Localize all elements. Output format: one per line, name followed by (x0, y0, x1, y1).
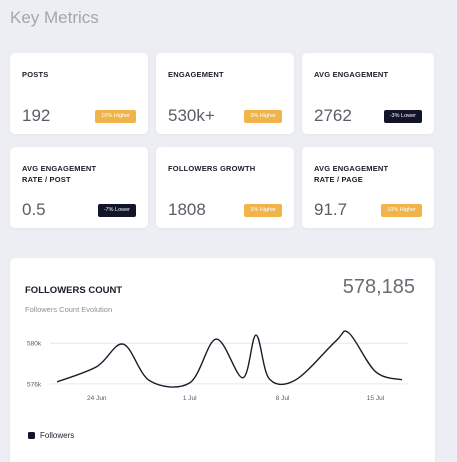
status-badge: 10% Higher (95, 110, 136, 123)
x-tick-label: 1 Jul (183, 395, 197, 402)
x-tick-label: 8 Jul (276, 395, 290, 402)
chart-subtitle: Followers Count Evolution (25, 305, 113, 314)
metric-value: 530k+ (168, 106, 215, 125)
status-badge: -7% Lower (97, 204, 136, 217)
chart-title: FOLLOWERS COUNT (25, 285, 123, 296)
metric-value: 2762 (314, 106, 352, 125)
x-tick-label: 24 Jun (87, 395, 107, 402)
x-tick-label: 15 Jul (367, 395, 385, 402)
y-tick-label: 576k (27, 381, 42, 388)
metric-value: 91.7 (314, 200, 348, 219)
followers-line-chart: 580k 576k 24 Jun 1 Jul 8 Jul 15 Jul (27, 330, 408, 402)
metric-value: 1808 (168, 200, 206, 219)
metric-label: AVG ENGAGEMENT RATE / PAGE (314, 164, 389, 184)
status-badge: -3% Lower (383, 110, 422, 123)
series-line-followers (56, 330, 403, 388)
metric-card-avg-engagement: AVG ENGAGEMENT 2762 -3% Lower (302, 53, 434, 134)
metric-label: AVG ENGAGEMENT (314, 70, 389, 79)
followers-count-card: FOLLOWERS COUNT 578,185 Followers Count … (10, 258, 435, 462)
metric-card-followers-growth: FOLLOWERS GROWTH 1808 3% Higher (156, 147, 294, 228)
metric-label: FOLLOWERS GROWTH (168, 164, 256, 173)
chart-legend: Followers (28, 431, 74, 440)
legend-swatch (28, 432, 35, 439)
status-badge: 10% Higher (381, 204, 422, 217)
status-badge: 3% Higher (244, 204, 282, 217)
y-tick-label: 580k (27, 341, 42, 348)
metric-label: AVG ENGAGEMENT RATE / POST (22, 164, 97, 184)
metric-card-avg-engagement-rate-post: AVG ENGAGEMENT RATE / POST 0.5 -7% Lower (10, 147, 148, 228)
metric-card-engagement: ENGAGEMENT 530k+ 3% Higher (156, 53, 294, 134)
metric-value: 192 (22, 106, 51, 125)
metric-value: 0.5 (22, 200, 46, 219)
followers-total: 578,185 (342, 276, 415, 298)
metric-card-posts: POSTS 192 10% Higher (10, 53, 148, 134)
legend-label: Followers (40, 431, 75, 440)
metric-label: ENGAGEMENT (168, 70, 224, 79)
page-title: Key Metrics (10, 8, 99, 27)
metric-card-avg-engagement-rate-page: AVG ENGAGEMENT RATE / PAGE 91.7 10% High… (302, 147, 434, 228)
metric-label: POSTS (22, 70, 49, 79)
status-badge: 3% Higher (244, 110, 282, 123)
